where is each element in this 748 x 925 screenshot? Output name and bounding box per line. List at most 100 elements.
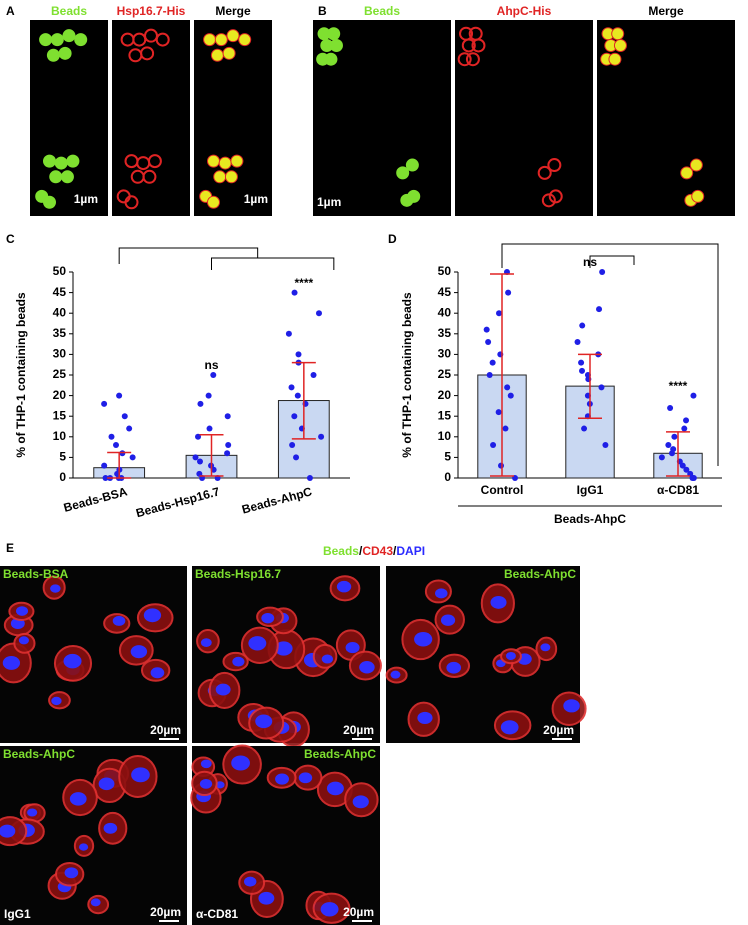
nucleus bbox=[243, 876, 257, 887]
legend-part: CD43 bbox=[362, 544, 393, 558]
nucleus bbox=[232, 656, 245, 667]
nucleus bbox=[0, 824, 16, 838]
column-header: AhpC-His bbox=[497, 4, 552, 18]
treatment-label: α-CD81 bbox=[196, 907, 238, 921]
nucleus bbox=[130, 645, 148, 659]
bead bbox=[49, 170, 63, 184]
y-tick-label: 10 bbox=[438, 429, 452, 443]
data-point bbox=[599, 269, 606, 275]
nucleus bbox=[352, 795, 369, 809]
group-label: Beads-AhpC bbox=[554, 512, 626, 526]
y-tick-label: 40 bbox=[438, 305, 452, 319]
bead bbox=[46, 48, 60, 62]
bead bbox=[43, 154, 56, 168]
y-tick-label: 45 bbox=[53, 285, 67, 299]
data-point bbox=[102, 475, 109, 481]
nucleus bbox=[51, 696, 62, 706]
y-tick-label: 15 bbox=[53, 408, 67, 422]
data-point bbox=[291, 413, 298, 420]
scale-label: 1µm bbox=[244, 192, 268, 206]
scale-label: 20µm bbox=[150, 723, 181, 737]
data-point bbox=[112, 442, 119, 449]
legend-title: Beads/CD43/DAPI bbox=[323, 544, 425, 558]
bead bbox=[140, 46, 155, 61]
data-point bbox=[126, 425, 133, 432]
nucleus bbox=[200, 638, 212, 647]
data-point bbox=[210, 372, 217, 378]
bead bbox=[147, 154, 162, 169]
bead bbox=[461, 38, 476, 53]
nucleus bbox=[500, 720, 519, 735]
data-point bbox=[498, 462, 505, 469]
bead bbox=[203, 33, 217, 47]
data-point bbox=[225, 442, 232, 449]
bead bbox=[222, 46, 236, 60]
y-tick-label: 50 bbox=[53, 264, 67, 278]
data-point bbox=[598, 384, 605, 391]
nucleus bbox=[563, 699, 580, 713]
data-point bbox=[581, 425, 588, 432]
x-tick-label: IgG1 bbox=[577, 483, 604, 497]
scale-label: 20µm bbox=[343, 905, 374, 919]
data-point bbox=[119, 450, 126, 457]
data-point bbox=[602, 442, 609, 449]
bead bbox=[54, 156, 68, 170]
nucleus bbox=[414, 631, 433, 647]
data-point bbox=[596, 306, 603, 313]
bead bbox=[613, 38, 627, 52]
nucleus bbox=[215, 683, 231, 696]
data-point bbox=[224, 450, 231, 457]
bead bbox=[58, 46, 72, 60]
data-point bbox=[101, 400, 108, 407]
x-tick-label: Control bbox=[481, 483, 524, 497]
x-tick-label: α-CD81 bbox=[657, 483, 699, 497]
nucleus bbox=[505, 652, 516, 660]
data-point bbox=[197, 400, 204, 407]
bead bbox=[50, 33, 64, 47]
y-tick-label: 5 bbox=[59, 450, 66, 464]
y-axis-label: % of THP-1 containing beads bbox=[400, 292, 414, 458]
bracket bbox=[589, 255, 635, 268]
nucleus bbox=[298, 772, 313, 784]
legend-part: / bbox=[393, 544, 397, 558]
y-tick-label: 5 bbox=[444, 450, 451, 464]
nucleus bbox=[150, 667, 165, 679]
nucleus bbox=[417, 711, 433, 725]
significance-label: **** bbox=[294, 276, 313, 290]
column-header: Beads bbox=[364, 4, 400, 18]
bead bbox=[230, 154, 244, 168]
nucleus bbox=[27, 808, 38, 817]
panel-label: D bbox=[388, 232, 397, 246]
bead bbox=[691, 189, 705, 203]
bead bbox=[407, 189, 421, 203]
data-point bbox=[196, 458, 203, 465]
nucleus bbox=[199, 778, 213, 789]
nucleus bbox=[435, 588, 448, 599]
bead bbox=[210, 48, 224, 62]
nucleus bbox=[143, 608, 162, 623]
data-point bbox=[683, 466, 690, 473]
bead bbox=[39, 33, 53, 47]
nucleus bbox=[112, 615, 126, 626]
nucleus bbox=[69, 792, 87, 806]
bead bbox=[224, 170, 238, 184]
data-point bbox=[495, 409, 502, 416]
significance-label: **** bbox=[669, 379, 688, 393]
bracket bbox=[118, 247, 259, 264]
significance-label: ns bbox=[204, 358, 218, 372]
y-tick-label: 40 bbox=[53, 305, 67, 319]
treatment-label: IgG1 bbox=[4, 907, 31, 921]
bead bbox=[66, 154, 80, 168]
legend-part: / bbox=[359, 544, 363, 558]
nucleus bbox=[261, 613, 275, 624]
y-tick-label: 0 bbox=[444, 470, 451, 484]
nucleus bbox=[215, 781, 225, 789]
y-tick-label: 45 bbox=[438, 285, 452, 299]
nucleus bbox=[275, 773, 290, 785]
nucleus bbox=[321, 654, 334, 664]
data-point bbox=[658, 454, 665, 461]
bead bbox=[465, 52, 480, 67]
bead bbox=[327, 27, 341, 41]
bead bbox=[207, 154, 220, 168]
bead bbox=[541, 193, 556, 208]
